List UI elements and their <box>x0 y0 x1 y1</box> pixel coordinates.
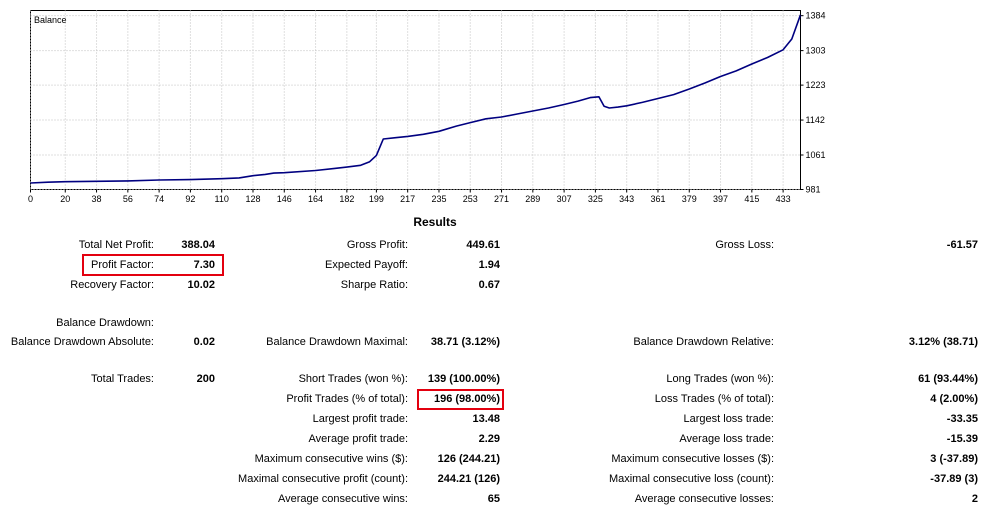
x-tick-label: 415 <box>744 194 759 204</box>
x-tick-label: 146 <box>277 194 292 204</box>
largest-loss-trade-label: Largest loss trade: <box>683 413 775 425</box>
expected-payoff-label: Expected Payoff: <box>325 259 408 271</box>
balance-line <box>30 14 802 184</box>
largest-profit-trade-value: 13.48 <box>472 413 500 425</box>
average-profit-trade-value: 2.29 <box>478 433 500 445</box>
profit-factor-highlight-box <box>82 254 224 276</box>
x-tick-label: 164 <box>308 194 323 204</box>
total-trades-label: Total Trades: <box>91 373 154 385</box>
x-tick-label: 379 <box>682 194 697 204</box>
long-trades-value: 61 (93.44%) <box>918 373 978 385</box>
chart-grid <box>30 10 801 190</box>
largest-profit-trade-label: Largest profit trade: <box>312 413 408 425</box>
short-trades-value: 139 (100.00%) <box>427 373 500 385</box>
total-net-profit-label: Total Net Profit: <box>78 239 154 251</box>
sharpe-ratio-label: Sharpe Ratio: <box>340 279 408 291</box>
x-tick-label: 199 <box>369 194 384 204</box>
expected-payoff-value: 1.94 <box>478 259 500 271</box>
y-tick-label: 981 <box>806 185 821 195</box>
maximal-consecutive-profit-value: 244.21 (126) <box>437 473 500 485</box>
maximal-consecutive-profit-label: Maximal consecutive profit (count): <box>238 473 408 485</box>
average-profit-trade-label: Average profit trade: <box>308 433 408 445</box>
maximal-consecutive-loss-value: -37.89 (3) <box>930 473 978 485</box>
x-tick-label: 253 <box>463 194 478 204</box>
y-tick-label: 1223 <box>806 80 826 90</box>
average-consecutive-losses-value: 2 <box>971 493 978 505</box>
chart-title: Balance <box>34 15 67 25</box>
x-tick-label: 343 <box>619 194 634 204</box>
balance-drawdown-maximal-label: Balance Drawdown Maximal: <box>266 336 408 348</box>
y-tick-label: 1142 <box>806 115 825 125</box>
x-tick-label: 38 <box>92 194 102 204</box>
loss-trades-value: 4 (2.00%) <box>930 393 978 405</box>
average-loss-trade-label: Average loss trade: <box>679 433 774 445</box>
profit-trades-percent-highlight-box <box>417 389 504 410</box>
profit-trades-label: Profit Trades (% of total): <box>286 393 408 405</box>
average-loss-trade-value: -15.39 <box>946 433 978 445</box>
x-tick-label: 110 <box>215 194 229 204</box>
profit-factor-label: Profit Factor: <box>91 259 154 271</box>
x-tick-label: 182 <box>339 194 354 204</box>
average-consecutive-wins-label: Average consecutive wins: <box>277 493 408 505</box>
recovery-factor-value: 10.02 <box>187 279 215 291</box>
total-net-profit-value: 388.04 <box>181 239 215 251</box>
x-tick-label: 92 <box>185 194 195 204</box>
short-trades-label: Short Trades (won %): <box>298 373 408 385</box>
x-tick-label: 289 <box>525 194 540 204</box>
balance-drawdown-relative-label: Balance Drawdown Relative: <box>633 336 774 348</box>
x-tick-label: 56 <box>123 194 133 204</box>
y-tick-label: 1384 <box>806 11 826 21</box>
balance-chart: Balance 0 20 38 56 74 92 110 128 146 164 182 199 217… <box>28 10 826 204</box>
balance-drawdown-absolute-label: Balance Drawdown Absolute: <box>10 336 154 348</box>
x-tick-label: 217 <box>400 194 415 204</box>
balance-drawdown-label: Balance Drawdown: <box>56 317 154 329</box>
x-tick-label: 325 <box>588 194 603 204</box>
gross-loss-label: Gross Loss: <box>715 239 774 251</box>
balance-drawdown-relative-value: 3.12% (38.71) <box>908 336 978 348</box>
max-consecutive-losses-label: Maximum consecutive losses ($): <box>611 453 774 465</box>
x-tick-label: 433 <box>776 194 791 204</box>
x-tick-label: 271 <box>494 194 509 204</box>
largest-loss-trade-value: -33.35 <box>946 413 978 425</box>
max-consecutive-losses-value: 3 (-37.89) <box>930 453 978 465</box>
x-tick-label: 235 <box>431 194 446 204</box>
x-tick-label: 20 <box>60 194 70 204</box>
x-tick-label: 128 <box>245 194 260 204</box>
y-axis-ticks: 1384 1303 1223 1142 1061 981 <box>800 11 826 195</box>
y-tick-label: 1303 <box>806 46 826 56</box>
average-consecutive-wins-value: 65 <box>487 493 500 505</box>
profit-trades-value: 196 (98.00%) <box>433 393 500 405</box>
x-tick-label: 0 <box>28 194 33 204</box>
sharpe-ratio-value: 0.67 <box>478 279 500 291</box>
chart-plot-area <box>30 10 801 190</box>
gross-profit-value: 449.61 <box>466 239 500 251</box>
x-tick-label: 74 <box>154 194 164 204</box>
x-axis-ticks: 0 20 38 56 74 92 110 128 146 164 182 199 217 235 253 27… <box>28 189 791 204</box>
total-trades-value: 200 <box>196 373 215 385</box>
average-consecutive-losses-label: Average consecutive losses: <box>634 493 774 505</box>
max-consecutive-wins-label: Maximum consecutive wins ($): <box>254 453 408 465</box>
gross-loss-value: -61.57 <box>946 239 978 251</box>
balance-drawdown-maximal-value: 38.71 (3.12%) <box>430 336 500 348</box>
x-tick-label: 307 <box>557 194 572 204</box>
recovery-factor-label: Recovery Factor: <box>70 279 154 291</box>
profit-factor-value: 7.30 <box>193 259 215 271</box>
maximal-consecutive-loss-label: Maximal consecutive loss (count): <box>608 473 774 485</box>
loss-trades-label: Loss Trades (% of total): <box>654 393 774 405</box>
gross-profit-label: Gross Profit: <box>346 239 408 251</box>
x-tick-label: 397 <box>713 194 728 204</box>
balance-drawdown-absolute-value: 0.02 <box>193 336 215 348</box>
y-tick-label: 1061 <box>806 150 826 160</box>
max-consecutive-wins-value: 126 (244.21) <box>437 453 500 465</box>
x-tick-label: 361 <box>650 194 665 204</box>
long-trades-label: Long Trades (won %): <box>666 373 774 385</box>
results-title: Results <box>413 215 457 229</box>
